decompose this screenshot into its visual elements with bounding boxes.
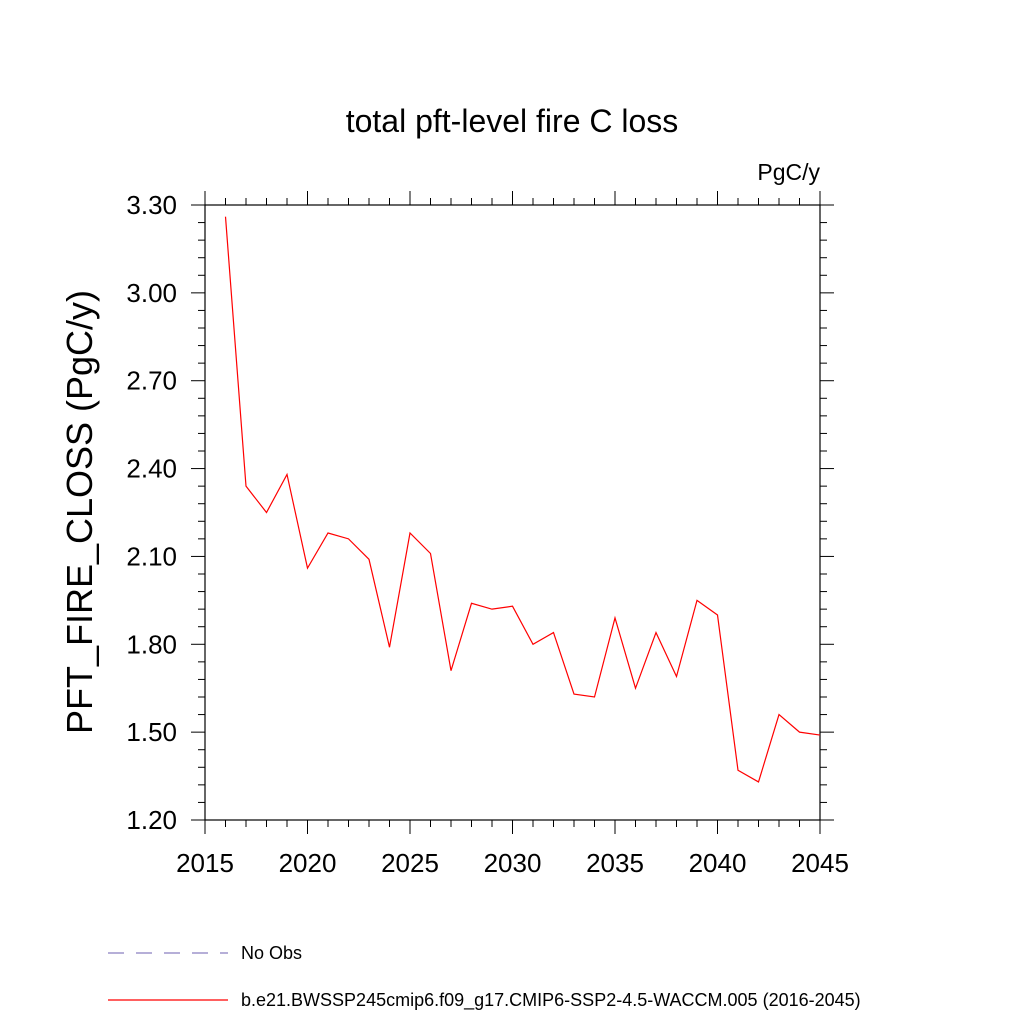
x-tick-label: 2045 — [791, 848, 849, 878]
y-tick-label: 1.80 — [126, 629, 177, 659]
y-tick-label: 3.00 — [126, 278, 177, 308]
chart-title: total pft-level fire C loss — [346, 103, 679, 139]
x-tick-label: 2025 — [381, 848, 439, 878]
axis-ticks — [191, 191, 834, 834]
x-tick-label: 2015 — [176, 848, 234, 878]
plot-frame — [204, 204, 821, 821]
y-tick-label: 2.40 — [126, 454, 177, 484]
series-line — [224, 216, 821, 783]
y-axis-label: PFT_FIRE_CLOSS (PgC/y) — [59, 290, 100, 734]
x-tick-label: 2040 — [689, 848, 747, 878]
legend-label-no-obs: No Obs — [241, 943, 302, 963]
x-tick-label: 2020 — [279, 848, 337, 878]
y-tick-label: 1.50 — [126, 717, 177, 747]
axis-tick-labels: 2015 2020 2025 2030 2035 2040 2045 1.20 1.50 1.80… — [126, 190, 849, 878]
y-tick-label: 2.70 — [126, 366, 177, 396]
legend-label-series: b.e21.BWSSP245cmip6.f09_g17.CMIP6-SSP2-4… — [241, 990, 861, 1011]
y-tick-label: 3.30 — [126, 190, 177, 220]
series-group — [224, 216, 821, 783]
units-label: PgC/y — [757, 159, 820, 185]
x-tick-label: 2035 — [586, 848, 644, 878]
y-tick-label: 1.20 — [126, 805, 177, 835]
x-tick-label: 2030 — [484, 848, 542, 878]
y-tick-label: 2.10 — [126, 541, 177, 571]
legend: No Obs b.e21.BWSSP245cmip6.f09_g17.CMIP6-… — [108, 943, 861, 1011]
